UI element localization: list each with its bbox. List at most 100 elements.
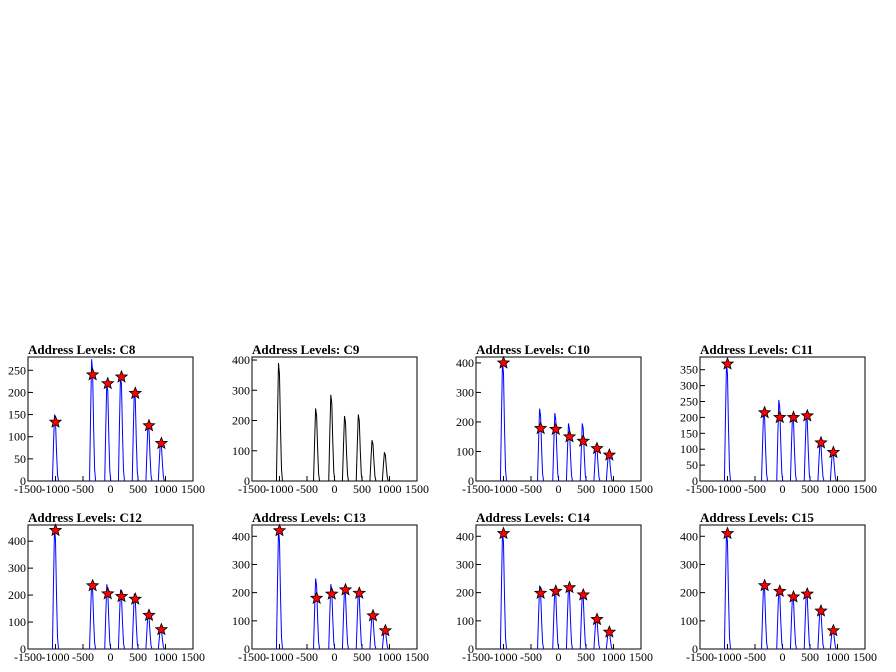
panel-title: Address Levels: C10 <box>476 342 590 357</box>
y-tick-label: 150 <box>8 408 26 422</box>
x-tick-label: 1000 <box>378 650 402 664</box>
x-tick-label: -1000 <box>42 650 70 664</box>
y-tick-label: 400 <box>456 529 474 543</box>
peak-star-marker <box>814 435 828 449</box>
y-tick-label: 0 <box>692 642 698 656</box>
panel-title: Address Levels: C8 <box>28 342 136 357</box>
histogram-panel: Address Levels: C10 0 100 200 300 400 -1500 -10… <box>456 342 653 496</box>
peak-star-marker <box>590 612 604 626</box>
peak-star-marker <box>786 589 801 603</box>
x-tick-label: -1500 <box>238 650 266 664</box>
x-tick-label: 500 <box>577 650 595 664</box>
x-tick-label: -500 <box>296 650 318 664</box>
histogram-peak <box>537 408 545 482</box>
peak-star-marker <box>772 584 787 598</box>
histogram-peak <box>790 414 797 482</box>
histogram-peak <box>276 362 283 482</box>
x-tick-label: 0 <box>332 650 338 664</box>
peak-star-marker <box>602 625 617 638</box>
peak-star-marker <box>548 422 563 436</box>
histogram-panel: Address Levels: C8 0 50 100 150 200 250 -1500 -1… <box>8 342 205 496</box>
histogram-peak <box>131 390 139 482</box>
y-tick-label: 100 <box>456 444 474 458</box>
histogram-peak <box>776 588 784 650</box>
peak-star-marker <box>338 582 353 596</box>
histogram-peak <box>790 593 797 650</box>
x-tick-label: -1000 <box>266 482 294 496</box>
x-tick-label: -500 <box>72 482 94 496</box>
y-tick-label: 350 <box>680 363 698 377</box>
x-tick-label: -1500 <box>238 482 266 496</box>
x-tick-label: -500 <box>296 482 318 496</box>
histogram-peak <box>104 381 112 482</box>
y-tick-label: 100 <box>232 614 250 628</box>
histogram-peak <box>145 423 153 482</box>
peak-star-marker <box>602 447 617 461</box>
x-tick-label: -1500 <box>462 482 490 496</box>
x-tick-label: 1000 <box>826 650 850 664</box>
y-tick-label: 200 <box>8 588 26 602</box>
histogram-peak <box>566 423 573 482</box>
histogram-peak <box>500 531 507 650</box>
y-tick-label: 200 <box>232 414 250 428</box>
peak-star-marker <box>154 622 169 636</box>
x-tick-label: 1500 <box>853 650 877 664</box>
peak-star-marker <box>562 580 577 594</box>
histogram-peak <box>369 440 377 482</box>
x-tick-label: 0 <box>332 482 338 496</box>
x-tick-label: 1500 <box>629 650 653 664</box>
histogram-peak <box>328 394 336 482</box>
histogram-panel: Address Levels: C12 0 100 200 300 400 -1500 -10… <box>8 510 205 664</box>
y-tick-label: 0 <box>692 474 698 488</box>
peak-star-marker <box>562 429 577 443</box>
x-tick-label: 1000 <box>378 482 402 496</box>
x-tick-label: -500 <box>520 482 542 496</box>
histogram-peak <box>761 410 769 482</box>
histogram-peak <box>355 591 363 650</box>
peak-star-marker <box>85 578 100 592</box>
x-tick-label: -500 <box>744 650 766 664</box>
peak-star-marker <box>272 523 287 537</box>
peak-star-marker <box>48 414 63 428</box>
x-tick-label: 1500 <box>853 482 877 496</box>
y-tick-label: 200 <box>232 586 250 600</box>
peak-star-marker <box>85 367 100 381</box>
x-tick-label: 1000 <box>826 482 850 496</box>
y-tick-label: 0 <box>20 642 26 656</box>
x-tick-label: -1000 <box>490 650 518 664</box>
peak-star-marker <box>800 408 815 422</box>
histogram-peak <box>579 423 587 482</box>
peak-star-marker <box>720 356 735 370</box>
x-tick-label: 1500 <box>629 482 653 496</box>
x-tick-label: 1500 <box>405 650 429 664</box>
peak-star-marker <box>757 405 772 419</box>
peak-star-marker <box>378 623 393 637</box>
x-tick-label: -1000 <box>266 650 294 664</box>
peak-star-marker <box>826 623 841 637</box>
x-tick-label: -1500 <box>462 650 490 664</box>
histogram-peak <box>761 582 769 650</box>
y-tick-label: 400 <box>456 356 474 370</box>
histogram-panel: Address Levels: C13 0 100 200 300 400 -1500 -10… <box>232 510 429 664</box>
panel-title: Address Levels: C11 <box>700 342 813 357</box>
x-tick-label: -1500 <box>14 650 42 664</box>
peak-star-marker <box>786 410 801 424</box>
x-tick-label: 1000 <box>602 650 626 664</box>
peak-star-marker <box>800 586 815 600</box>
x-tick-label: 1000 <box>154 482 178 496</box>
y-tick-label: 100 <box>8 615 26 629</box>
peak-star-marker <box>114 589 129 603</box>
histogram-panel: Address Levels: C14 0 100 200 300 400 -1500 -10… <box>456 510 653 664</box>
peak-star-marker <box>128 592 143 605</box>
panel-title: Address Levels: C9 <box>252 342 360 357</box>
histogram-peak <box>552 588 560 650</box>
y-tick-label: 100 <box>680 614 698 628</box>
y-tick-label: 400 <box>232 529 250 543</box>
y-tick-label: 50 <box>686 458 698 472</box>
peak-star-marker <box>100 376 115 390</box>
peak-star-marker <box>366 608 380 622</box>
x-tick-label: 500 <box>801 482 819 496</box>
y-tick-label: 0 <box>244 642 250 656</box>
y-tick-label: 100 <box>232 444 250 458</box>
